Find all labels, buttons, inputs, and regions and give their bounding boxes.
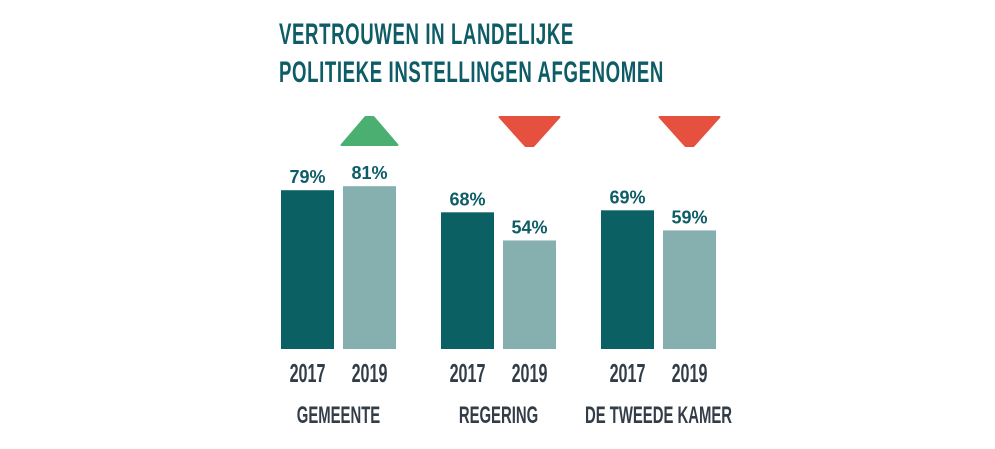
data-label: 81% [351,163,387,183]
category-label: REGERING [459,403,538,429]
category-label: DE TWEEDE KAMER [585,403,732,429]
chart-title-line-2: POLITIEKE INSTELLINGEN AFGENOMEN [279,56,664,89]
category-label: GEMEENTE [297,403,380,429]
data-label: 68% [449,189,485,209]
bar-2017-0 [281,190,334,349]
bar-2019-1 [503,240,556,349]
bar-2017-2 [601,210,654,349]
year-tick-label: 2019 [352,358,388,388]
data-label: 69% [609,187,645,207]
data-label: 54% [511,217,547,237]
data-label: 79% [289,167,325,187]
year-tick-label: 2017 [610,358,646,388]
data-label: 59% [671,207,707,227]
year-tick-label: 2017 [450,358,486,388]
trend-down-arrow-icon [498,116,561,147]
bar-2019-0 [343,186,396,349]
year-tick-label: 2017 [290,358,326,388]
year-tick-label: 2019 [672,358,708,388]
bar-2017-1 [441,212,494,349]
trend-down-arrow-icon [658,116,721,147]
bar-2019-2 [663,230,716,349]
year-tick-label: 2019 [512,358,548,388]
chart-title-line-1: VERTROUWEN IN LANDELIJKE [279,18,574,51]
trend-up-arrow-icon [340,116,399,146]
